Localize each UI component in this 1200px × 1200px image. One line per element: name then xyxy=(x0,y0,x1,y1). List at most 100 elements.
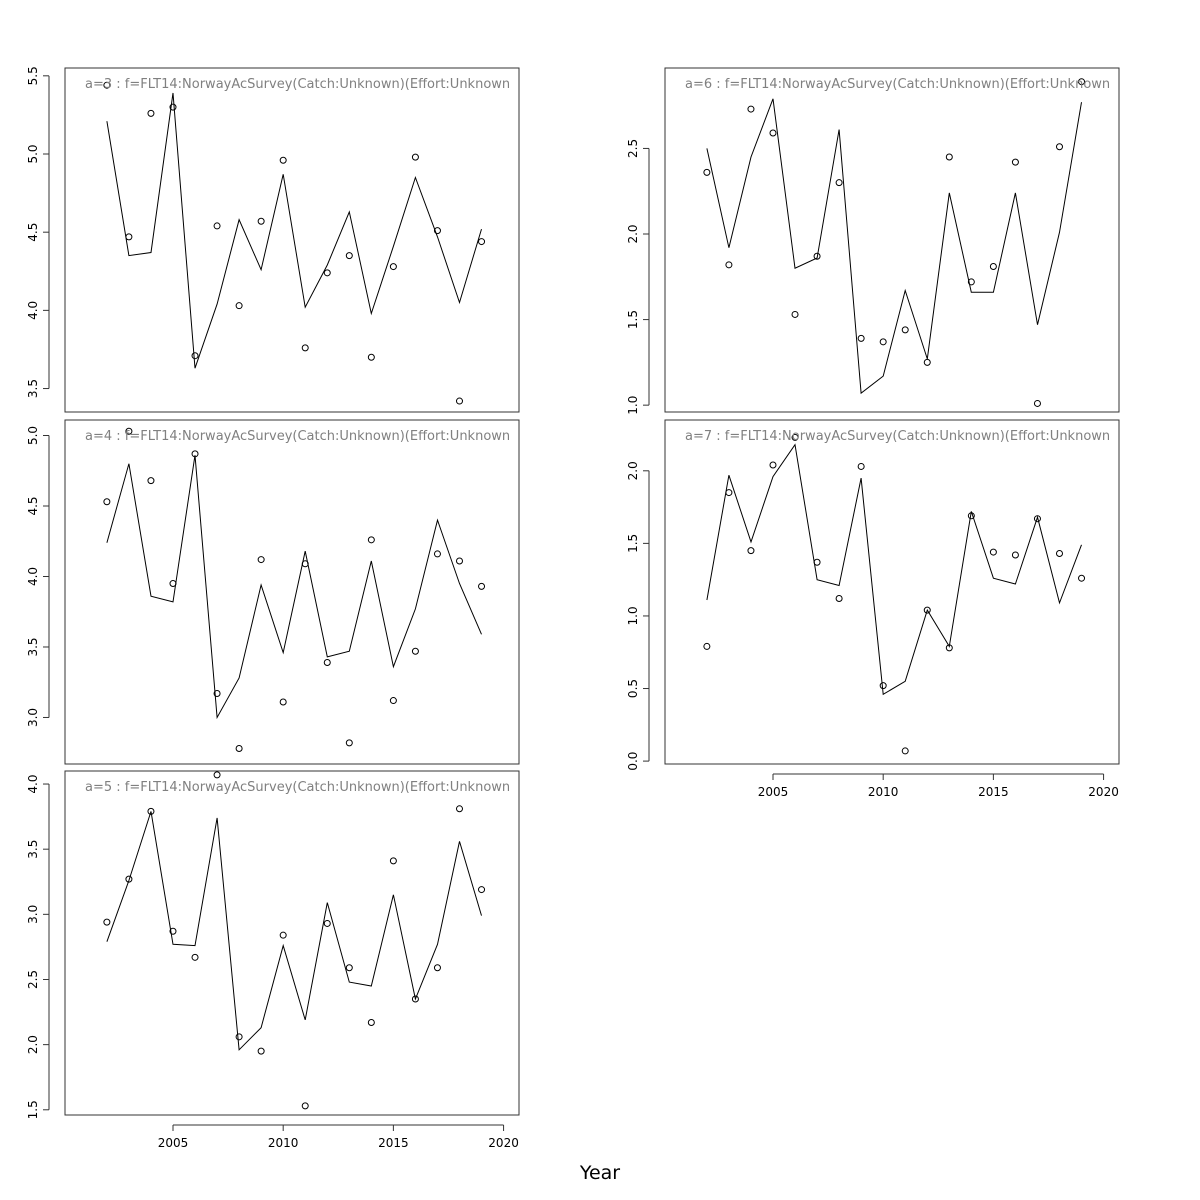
y-tick-label: 1.5 xyxy=(26,1100,40,1119)
y-tick-label: 3.5 xyxy=(26,637,40,656)
observed-point xyxy=(389,857,397,865)
fitted-line xyxy=(106,455,482,720)
observed-point xyxy=(345,739,353,747)
x-tick-label: 2020 xyxy=(1088,785,1119,799)
observed-point xyxy=(945,153,953,161)
x-tick-label: 2010 xyxy=(268,1136,299,1150)
fitted-line xyxy=(106,811,482,1051)
x-tick-label: 2015 xyxy=(378,1136,409,1150)
observed-point xyxy=(747,105,755,113)
observed-point xyxy=(791,433,799,441)
panel-a7: 0.0 0.5 1.0 1.5 2.0 2005 2010 2015 2020 a=7 : f=F… xyxy=(626,419,1120,799)
observed-point xyxy=(411,995,419,1003)
observed-point xyxy=(301,344,309,352)
y-tick-label: 2.5 xyxy=(626,139,640,158)
panel-title: a=4 : f=FLT14:NorwayAcSurvey(Catch:Unkno… xyxy=(85,429,510,444)
observed-point xyxy=(257,1047,265,1055)
observed-point xyxy=(125,233,133,241)
observed-point xyxy=(103,498,111,506)
observed-point xyxy=(725,489,733,497)
plot-frame xyxy=(64,770,520,1116)
observed-point xyxy=(411,647,419,655)
y-tick-label: 2.0 xyxy=(26,1035,40,1054)
observed-point xyxy=(213,771,221,779)
y-tick-label: 4.0 xyxy=(26,567,40,586)
observed-point xyxy=(769,129,777,137)
observed-point xyxy=(125,427,133,435)
x-axis-label: Year xyxy=(579,1162,620,1184)
observed-point xyxy=(103,918,111,926)
y-tick-label: 2.0 xyxy=(626,461,640,480)
observed-point xyxy=(301,1102,309,1110)
observed-point xyxy=(791,310,799,318)
observed-point xyxy=(455,397,463,405)
y-tick-label: 4.0 xyxy=(26,301,40,320)
observed-point xyxy=(433,964,441,972)
observed-point xyxy=(769,461,777,469)
panel-title: a=3 : f=FLT14:NorwayAcSurvey(Catch:Unkno… xyxy=(85,77,510,92)
observed-point xyxy=(857,334,865,342)
observed-point xyxy=(279,698,287,706)
observed-point xyxy=(213,690,221,698)
observed-point xyxy=(813,252,821,260)
fitted-line xyxy=(106,92,482,369)
panel-a5: 1.5 2.0 2.5 3.0 3.5 4.0 2005 2010 2015 2020 a=5 : … xyxy=(26,770,520,1150)
observed-point xyxy=(923,606,931,614)
y-tick-label: 5.0 xyxy=(26,144,40,163)
y-tick-label: 2.5 xyxy=(26,970,40,989)
observed-point xyxy=(323,269,331,277)
observed-point xyxy=(323,658,331,666)
observed-point xyxy=(411,153,419,161)
observed-point xyxy=(1055,550,1063,558)
y-tick-label: 1.5 xyxy=(626,310,640,329)
observed-point xyxy=(125,875,133,883)
observed-point xyxy=(279,931,287,939)
observed-point xyxy=(367,1018,375,1026)
observed-point xyxy=(323,919,331,927)
observed-point xyxy=(301,560,309,568)
observed-point xyxy=(213,222,221,230)
observed-point xyxy=(433,550,441,558)
y-tick-label: 0.0 xyxy=(626,752,640,771)
y-tick-label: 2.0 xyxy=(626,224,640,243)
fitted-line xyxy=(706,98,1082,395)
observed-point xyxy=(345,964,353,972)
observed-point xyxy=(923,358,931,366)
observed-point xyxy=(879,338,887,346)
observed-point xyxy=(257,217,265,225)
y-tick-label: 1.0 xyxy=(626,606,640,625)
y-tick-label: 5.0 xyxy=(26,426,40,445)
observed-point xyxy=(835,595,843,603)
observed-point xyxy=(147,807,155,815)
observed-point xyxy=(725,261,733,269)
panel-a6: 1.0 1.5 2.0 2.5 a=6 : f=FLT14:NorwayAcSurvey… xyxy=(626,67,1120,415)
observed-point xyxy=(367,353,375,361)
x-tick-label: 2005 xyxy=(758,785,789,799)
observed-point xyxy=(1078,574,1086,582)
plot-frame xyxy=(64,419,520,765)
y-tick-label: 3.0 xyxy=(26,708,40,727)
x-tick-label: 2015 xyxy=(978,785,1009,799)
observed-point xyxy=(945,644,953,652)
y-tick-label: 3.0 xyxy=(26,905,40,924)
x-tick-label: 2005 xyxy=(158,1136,189,1150)
observed-point xyxy=(835,179,843,187)
fitted-line xyxy=(706,443,1082,696)
observed-point xyxy=(169,580,177,588)
panel-title: a=6 : f=FLT14:NorwayAcSurvey(Catch:Unkno… xyxy=(685,77,1110,92)
observed-point xyxy=(147,109,155,117)
observed-point xyxy=(389,697,397,705)
y-tick-label: 4.5 xyxy=(26,496,40,515)
observed-point xyxy=(279,156,287,164)
observed-point xyxy=(478,886,486,894)
observed-point xyxy=(1011,158,1019,166)
plot-frame xyxy=(64,67,520,413)
observed-point xyxy=(455,805,463,813)
observed-point xyxy=(147,477,155,485)
y-tick-label: 4.0 xyxy=(26,774,40,793)
observed-point xyxy=(879,682,887,690)
x-tick-label: 2020 xyxy=(488,1136,519,1150)
y-tick-label: 1.0 xyxy=(626,396,640,415)
observed-point xyxy=(989,548,997,556)
y-tick-label: 5.5 xyxy=(26,66,40,85)
